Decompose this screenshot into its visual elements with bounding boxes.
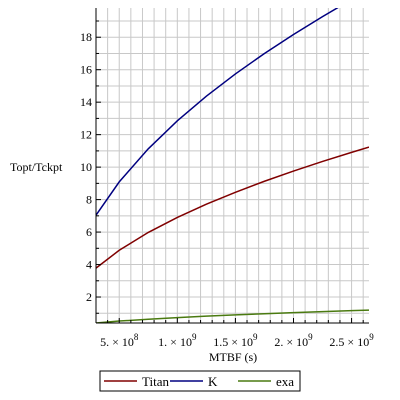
y-tick-label: 8 [86, 193, 92, 207]
axes [95, 8, 369, 324]
ticks: 2 4 6 8 10 12 14 16 18 5. × 108 1. × 109 1.5 × 109 2… [80, 20, 374, 349]
y-tick-label: 10 [80, 160, 92, 174]
x-tick-label: 2. × 109 [274, 332, 313, 349]
y-tick-label: 6 [86, 225, 92, 239]
x-tick-label: 5. × 108 [100, 332, 139, 349]
series-layer [96, 8, 369, 323]
y-tick-label: 18 [80, 30, 92, 44]
x-tick-label: 1.5 × 109 [213, 332, 258, 349]
x-tick-label: 1. × 109 [158, 332, 197, 349]
x-axis-title: MTBF (s) [209, 350, 257, 364]
grid [95, 8, 369, 323]
y-tick-label: 16 [80, 63, 92, 77]
series-line-k [96, 8, 339, 216]
y-tick-label: 14 [80, 95, 92, 109]
y-tick-label: 4 [86, 258, 92, 272]
series-line-exa [96, 309, 369, 323]
x-tick-label: 2.5 × 109 [329, 332, 374, 349]
legend-label-k: K [208, 374, 218, 389]
y-tick-label: 12 [80, 128, 92, 142]
series-line-titan [96, 146, 369, 269]
legend-label-exa: exa [276, 374, 294, 389]
y-axis-title: Topt/Tckpt [10, 160, 63, 174]
y-tick-label: 2 [86, 290, 92, 304]
legend-label-titan: Titan [142, 374, 169, 389]
